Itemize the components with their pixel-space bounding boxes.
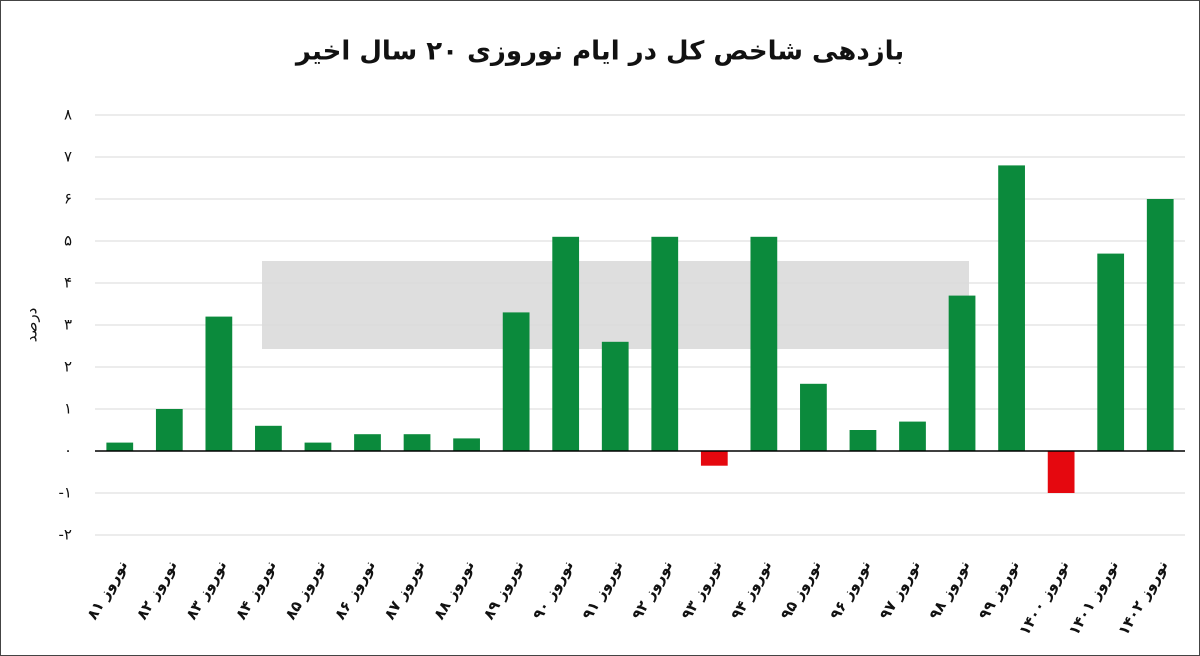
bar: [849, 430, 877, 451]
y-tick-label: ۶: [64, 190, 72, 208]
y-tick-label: -۱: [59, 484, 72, 502]
y-axis-label: درصد: [23, 308, 41, 343]
bar: [255, 425, 282, 451]
bar: [998, 165, 1025, 451]
bar: [1047, 451, 1075, 493]
bar: [155, 409, 183, 451]
y-tick-label: ۵: [64, 232, 72, 250]
y-tick-label: ۰: [64, 442, 72, 460]
bar: [1097, 253, 1125, 451]
bar: [106, 442, 134, 451]
y-tick-label: ۴: [64, 274, 72, 292]
bar: [601, 341, 629, 451]
bar: [750, 236, 778, 451]
bar: [651, 236, 679, 451]
bar: [304, 442, 332, 451]
watermark-band: [262, 261, 969, 349]
bar: [205, 316, 233, 451]
y-tick-label: ۱: [64, 400, 72, 418]
bar: [948, 295, 976, 451]
y-tick-label: ۳: [64, 316, 72, 334]
bar: [552, 236, 580, 451]
bar: [354, 434, 381, 451]
bar: [403, 434, 431, 451]
y-tick-label: -۲: [59, 526, 72, 544]
y-tick-label: ۷: [64, 148, 72, 166]
chart-title: بازدهی شاخص کل در ایام نوروزی ۲۰ سال اخی…: [294, 37, 904, 67]
bar: [899, 421, 926, 451]
bar: [700, 451, 728, 466]
bar: [1146, 199, 1174, 451]
y-tick-label: ۲: [64, 358, 72, 376]
bar: [453, 438, 480, 451]
bar: [800, 383, 827, 451]
y-tick-label: ۸: [64, 106, 72, 124]
bar: [502, 312, 530, 451]
